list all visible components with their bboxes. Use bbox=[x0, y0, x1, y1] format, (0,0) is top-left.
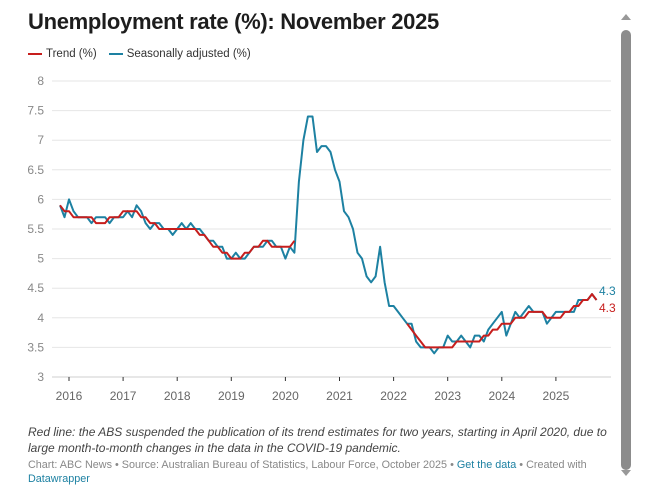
y-tick-label: 5.5 bbox=[27, 222, 44, 236]
y-tick-label: 7.5 bbox=[27, 104, 44, 118]
y-tick-label: 6 bbox=[37, 192, 44, 206]
legend-swatch-trend bbox=[28, 53, 42, 55]
datawrapper-link[interactable]: Datawrapper bbox=[28, 473, 90, 485]
scroll-down-arrow-icon[interactable] bbox=[621, 470, 631, 476]
y-tick-label: 8 bbox=[37, 74, 44, 88]
x-tick-label: 2018 bbox=[164, 389, 191, 403]
y-tick-label: 6.5 bbox=[27, 163, 44, 177]
y-tick-label: 3.5 bbox=[27, 340, 44, 354]
y-tick-label: 3 bbox=[37, 370, 44, 384]
legend-label-trend: Trend (%) bbox=[46, 48, 97, 60]
legend-label-sa: Seasonally adjusted (%) bbox=[126, 48, 251, 60]
x-tick-label: 2021 bbox=[326, 389, 353, 403]
series-line-seasonally-adjusted bbox=[59, 115, 598, 355]
footer-source: Chart: ABC News • Source: Australian Bur… bbox=[28, 459, 457, 471]
legend-item-sa: Seasonally adjusted (%) bbox=[108, 48, 251, 60]
chart-notes: Red line: the ABS suspended the publicat… bbox=[28, 425, 607, 455]
y-tick-label: 5 bbox=[37, 252, 44, 266]
scroll-up-arrow-icon[interactable] bbox=[621, 14, 631, 20]
x-tick-label: 2023 bbox=[434, 389, 461, 403]
scrollbar[interactable] bbox=[618, 10, 634, 480]
x-tick-label: 2020 bbox=[272, 389, 299, 403]
x-tick-label: 2025 bbox=[543, 389, 570, 403]
end-label-seasonally-adjusted: 4.3 bbox=[599, 284, 616, 298]
line-chart: 3 3.5 4 4.5 5 5.5 6 6.5 7 7.5 8 2016 2017 2018 2019 202… bbox=[27, 74, 616, 403]
y-tick-label: 4 bbox=[37, 311, 44, 325]
legend-item-trend: Trend (%) bbox=[28, 48, 97, 60]
end-label-trend: 4.3 bbox=[599, 301, 616, 315]
get-the-data-link[interactable]: Get the data bbox=[456, 459, 517, 471]
series-line-trend bbox=[59, 204, 598, 349]
legend-swatch-sa bbox=[108, 53, 123, 55]
y-tick-label: 7 bbox=[37, 133, 44, 147]
x-tick-label: 2024 bbox=[488, 389, 515, 403]
legend: Trend (%) Seasonally adjusted (%) bbox=[28, 48, 251, 60]
x-tick-label: 2019 bbox=[218, 389, 245, 403]
footer-created: • Created with bbox=[516, 459, 587, 471]
x-tick-label: 2022 bbox=[380, 389, 407, 403]
x-tick-label: 2017 bbox=[110, 389, 137, 403]
chart-title: Unemployment rate (%): November 2025 bbox=[28, 9, 439, 34]
x-tick-label: 2016 bbox=[56, 389, 83, 403]
y-tick-label: 4.5 bbox=[27, 281, 44, 295]
chart-footer: Chart: ABC News • Source: Australian Bur… bbox=[28, 458, 608, 486]
scrollbar-thumb[interactable] bbox=[621, 30, 631, 470]
